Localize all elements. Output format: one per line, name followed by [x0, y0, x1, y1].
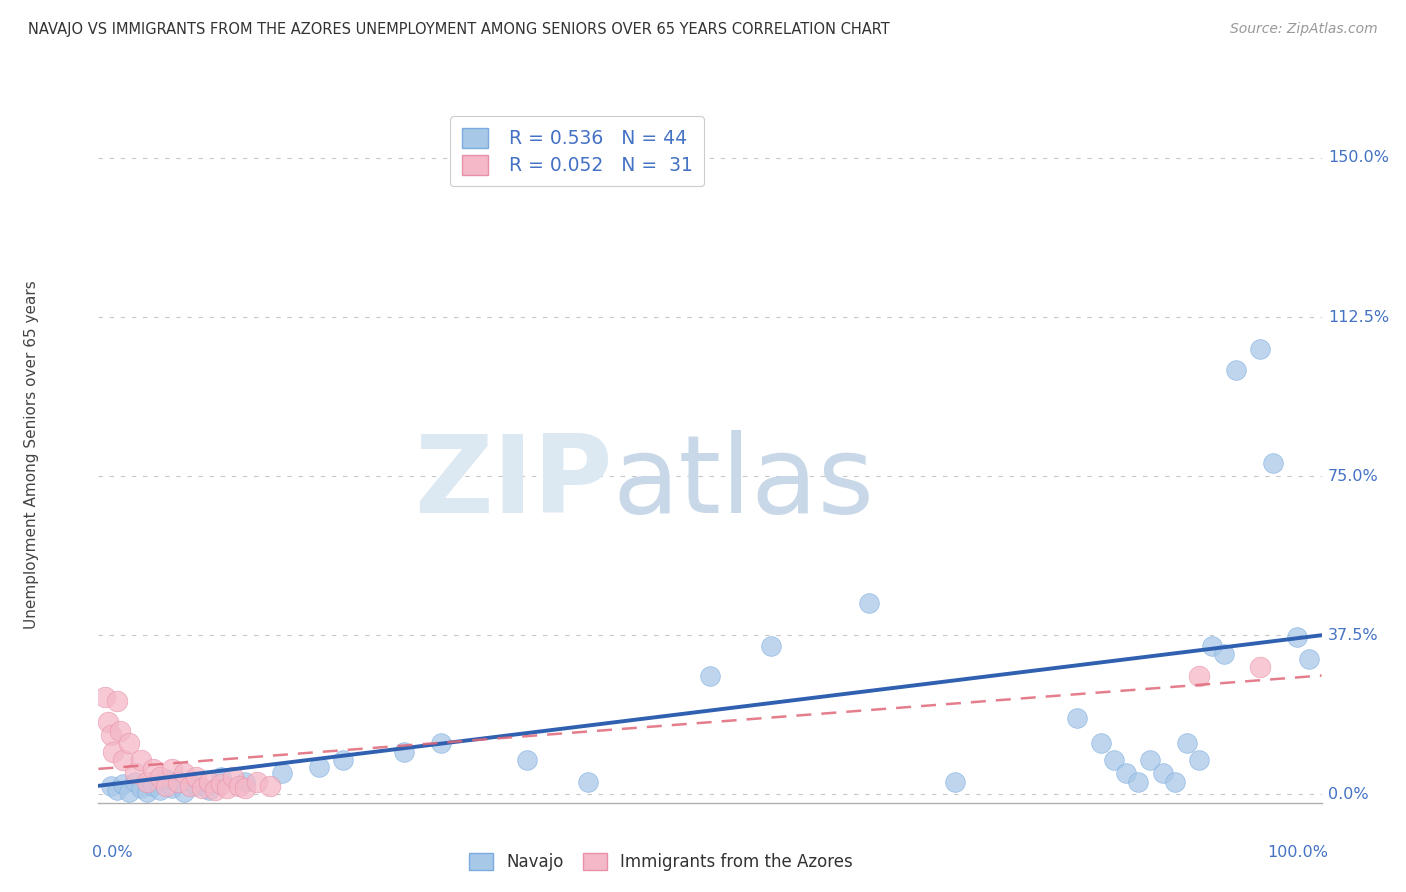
Legend: Navajo, Immigrants from the Azores: Navajo, Immigrants from the Azores	[463, 847, 859, 878]
Point	[160, 780, 183, 795]
Point	[699, 668, 721, 682]
Point	[110, 723, 132, 738]
Point	[259, 779, 281, 793]
Point	[105, 694, 128, 708]
Point	[1286, 631, 1309, 645]
Text: 0.0%: 0.0%	[93, 845, 134, 860]
Point	[1102, 753, 1125, 767]
Point	[118, 736, 141, 750]
Point	[332, 753, 354, 767]
Point	[197, 783, 219, 797]
Point	[1152, 766, 1174, 780]
Point	[1250, 660, 1272, 674]
Text: Source: ZipAtlas.com: Source: ZipAtlas.com	[1230, 22, 1378, 37]
Point	[308, 760, 330, 774]
Point	[1201, 639, 1223, 653]
Point	[1066, 711, 1088, 725]
Point	[186, 779, 208, 793]
Point	[1164, 774, 1187, 789]
Point	[101, 745, 124, 759]
Point	[173, 766, 195, 780]
Point	[1139, 753, 1161, 767]
Point	[129, 780, 152, 795]
Point	[576, 774, 599, 789]
Text: 112.5%: 112.5%	[1327, 310, 1389, 325]
Point	[142, 779, 165, 793]
Point	[204, 783, 226, 797]
Point	[1225, 363, 1247, 377]
Text: ZIP: ZIP	[413, 430, 612, 536]
Point	[516, 753, 538, 767]
Point	[1250, 342, 1272, 356]
Text: 75.0%: 75.0%	[1327, 468, 1378, 483]
Point	[179, 779, 201, 793]
Point	[215, 780, 238, 795]
Text: atlas: atlas	[612, 430, 875, 536]
Point	[160, 762, 183, 776]
Point	[149, 770, 172, 784]
Point	[100, 728, 122, 742]
Text: 100.0%: 100.0%	[1267, 845, 1327, 860]
Point	[155, 779, 177, 793]
Point	[142, 762, 165, 776]
Point	[1090, 736, 1112, 750]
Point	[118, 785, 141, 799]
Text: 0.0%: 0.0%	[1327, 787, 1368, 802]
Point	[149, 783, 172, 797]
Point	[197, 774, 219, 789]
Point	[1175, 736, 1198, 750]
Point	[129, 753, 152, 767]
Text: NAVAJO VS IMMIGRANTS FROM THE AZORES UNEMPLOYMENT AMONG SENIORS OVER 65 YEARS CO: NAVAJO VS IMMIGRANTS FROM THE AZORES UNE…	[28, 22, 890, 37]
Point	[430, 736, 453, 750]
Point	[209, 777, 232, 791]
Point	[222, 770, 245, 784]
Point	[233, 780, 256, 795]
Point	[191, 780, 214, 795]
Point	[943, 774, 966, 789]
Point	[1298, 651, 1320, 665]
Point	[155, 772, 177, 787]
Point	[1188, 668, 1211, 682]
Point	[209, 770, 232, 784]
Point	[173, 785, 195, 799]
Point	[136, 785, 159, 799]
Point	[97, 715, 120, 730]
Point	[761, 639, 783, 653]
Point	[392, 745, 416, 759]
Point	[228, 779, 250, 793]
Text: 150.0%: 150.0%	[1327, 151, 1389, 165]
Point	[136, 774, 159, 789]
Point	[186, 770, 208, 784]
Point	[167, 774, 190, 789]
Point	[233, 774, 256, 789]
Point	[1115, 766, 1137, 780]
Text: Unemployment Among Seniors over 65 years: Unemployment Among Seniors over 65 years	[24, 281, 38, 629]
Point	[105, 783, 128, 797]
Point	[246, 774, 269, 789]
Point	[270, 766, 294, 780]
Point	[1188, 753, 1211, 767]
Point	[1212, 648, 1234, 662]
Point	[124, 766, 146, 780]
Point	[124, 774, 146, 789]
Point	[1261, 457, 1284, 471]
Text: 37.5%: 37.5%	[1327, 628, 1378, 643]
Point	[93, 690, 115, 704]
Point	[100, 779, 122, 793]
Point	[111, 753, 134, 767]
Point	[858, 596, 880, 610]
Point	[1128, 774, 1150, 789]
Point	[111, 777, 134, 791]
